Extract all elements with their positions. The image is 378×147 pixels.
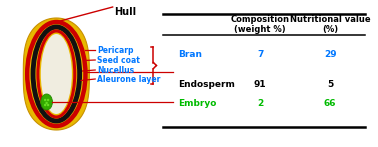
Text: Pericarp: Pericarp: [97, 46, 134, 55]
Text: Embryo: Embryo: [178, 98, 216, 107]
Text: 2: 2: [257, 98, 263, 107]
Text: Hull: Hull: [115, 7, 137, 17]
Text: Seed coat: Seed coat: [97, 56, 140, 65]
Ellipse shape: [47, 104, 49, 106]
Text: Bran: Bran: [178, 50, 202, 59]
Text: Nutritional value
(%): Nutritional value (%): [290, 15, 370, 34]
Ellipse shape: [41, 94, 53, 110]
Ellipse shape: [44, 104, 46, 106]
Text: Composition
(weight %): Composition (weight %): [231, 15, 290, 34]
Text: Nucellus: Nucellus: [97, 66, 134, 75]
Text: Aleurone layer: Aleurone layer: [97, 75, 161, 83]
Text: 91: 91: [254, 80, 266, 88]
Ellipse shape: [45, 102, 48, 104]
Text: 7: 7: [257, 50, 263, 59]
Text: Endosperm: Endosperm: [178, 80, 235, 88]
Text: 5: 5: [327, 80, 333, 88]
Polygon shape: [23, 18, 89, 130]
Ellipse shape: [47, 99, 49, 101]
Text: 66: 66: [324, 98, 336, 107]
Ellipse shape: [41, 34, 72, 114]
Ellipse shape: [44, 99, 46, 101]
Text: 29: 29: [324, 50, 336, 59]
